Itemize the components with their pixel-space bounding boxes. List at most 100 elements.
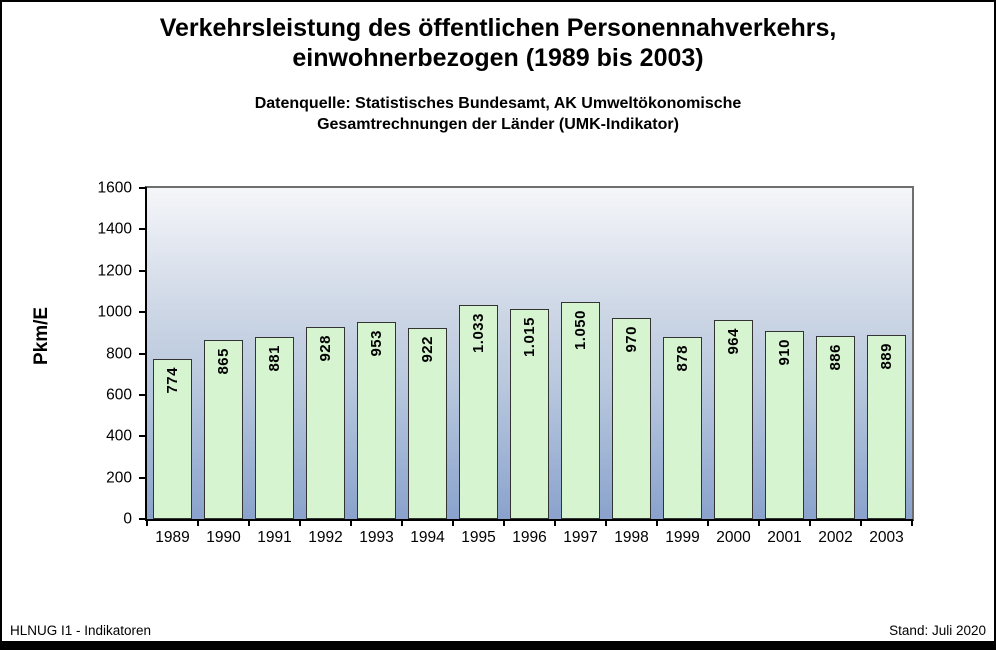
x-tick-mark	[553, 519, 556, 526]
footer-date-label: Stand: Juli 2020	[889, 623, 986, 638]
x-tick-mark	[655, 519, 658, 526]
x-tick-label: 2000	[716, 529, 751, 546]
y-tick-label: 800	[106, 345, 132, 362]
y-tick-mark	[139, 352, 147, 355]
x-tick-label: 1996	[512, 529, 547, 546]
chart-subtitle: Datenquelle: Statistisches Bundesamt, AK…	[254, 95, 742, 133]
bar-value-label: 886	[827, 343, 844, 371]
x-tick-mark	[503, 519, 505, 526]
x-tick-label: 2001	[767, 529, 802, 546]
bar-slot: 865	[198, 188, 249, 519]
x-tick-label: 1998	[614, 529, 649, 546]
bar-slot: 1.033	[453, 188, 504, 519]
y-tick-mark	[139, 476, 147, 479]
x-tick-mark	[247, 519, 250, 526]
bar-value-label: 889	[878, 343, 895, 370]
bar: 774	[153, 358, 192, 519]
x-tick-mark	[400, 519, 403, 526]
x-tick-mark	[808, 519, 811, 526]
bar-slot: 910	[759, 188, 810, 519]
plot-area: 774 865 881 928 953 922 1.033 1.015 1.050 970 878 9…	[98, 180, 914, 546]
x-tick-label: 1995	[461, 529, 496, 546]
x-tick-mark	[758, 519, 760, 526]
bar: 865	[204, 340, 243, 519]
y-tick-label: 0	[123, 510, 132, 528]
bar-slot: 878	[657, 188, 708, 519]
bar-value-label: 1.050	[572, 309, 589, 350]
bar-value-label: 1.033	[470, 313, 487, 354]
x-tick-label: 2003	[869, 529, 904, 546]
x-tick-label: 1993	[359, 529, 394, 546]
bar-value-label: 953	[368, 329, 385, 357]
y-tick-label: 200	[106, 469, 132, 487]
y-tick-label: 400	[106, 427, 132, 445]
y-tick-mark	[139, 393, 147, 396]
y-tick-label: 1200	[97, 262, 132, 280]
bar: 970	[612, 318, 651, 519]
bar-slot: 970	[606, 188, 657, 519]
bar: 1.050	[561, 301, 600, 519]
x-tick-mark	[299, 519, 301, 526]
bar-slot: 1.015	[504, 188, 555, 519]
bar-slot: 953	[351, 188, 402, 519]
bar-slot: 881	[249, 188, 300, 519]
x-tick-mark	[196, 519, 199, 526]
bar: 928	[306, 327, 345, 519]
y-tick-mark	[139, 269, 147, 272]
x-axis-labels: 1989 1990 1991 1992 1993 1994 1995 1996 1997 1998…	[147, 529, 912, 547]
bar-slot: 1.050	[555, 188, 606, 519]
bar: 1.015	[510, 309, 549, 519]
x-tick-mark	[707, 519, 709, 526]
y-tick-mark	[139, 187, 147, 189]
x-tick-label: 2002	[818, 529, 853, 546]
y-tick-mark	[139, 228, 147, 231]
x-tick-mark	[860, 519, 862, 526]
y-tick-mark	[139, 311, 147, 314]
bar: 886	[816, 335, 855, 519]
bar-value-label: 1.015	[521, 317, 538, 358]
bar-value-label: 922	[419, 336, 436, 363]
x-tick-label: 1992	[308, 529, 343, 546]
y-tick-mark	[139, 518, 147, 520]
x-tick-label: 1997	[563, 529, 598, 546]
bar: 964	[714, 319, 753, 519]
bar-slot: 964	[708, 188, 759, 519]
x-tick-mark	[605, 519, 607, 526]
y-tick-label: 600	[106, 386, 132, 404]
bar-value-label: 878	[674, 345, 691, 372]
bar-value-label: 774	[164, 366, 181, 394]
bar: 1.033	[459, 305, 498, 519]
y-tick-label: 1400	[97, 220, 132, 238]
bar: 922	[408, 328, 447, 519]
footer-source-label: HLNUG I1 - Indikatoren	[10, 623, 152, 638]
bottom-divider-bar	[2, 641, 994, 648]
bar-slot: 922	[402, 188, 453, 519]
bar: 889	[867, 335, 906, 519]
bar-series: 774 865 881 928 953 922 1.033 1.015 1.050 970 878 9…	[147, 188, 912, 519]
bar: 953	[357, 321, 396, 519]
x-tick-label: 1989	[155, 529, 190, 546]
x-tick-label: 1994	[410, 529, 445, 546]
y-tick-label: 1000	[97, 303, 132, 321]
y-tick-mark	[139, 435, 147, 438]
bar-slot: 886	[810, 188, 861, 519]
bar-value-label: 970	[623, 326, 640, 353]
x-tick-mark	[146, 519, 148, 526]
y-tick-label: 1600	[97, 179, 132, 197]
chart-title: Verkehrsleistung des öffentlichen Person…	[159, 14, 837, 72]
bar-value-label: 881	[266, 344, 283, 372]
x-tick-label: 1999	[665, 529, 700, 546]
bar-value-label: 928	[317, 335, 334, 362]
bar-value-label: 865	[215, 348, 232, 375]
bar-slot: 928	[300, 188, 351, 519]
bar: 910	[765, 330, 804, 519]
x-tick-mark	[911, 519, 913, 526]
bar: 878	[663, 337, 702, 519]
bar-value-label: 910	[776, 338, 793, 366]
bar-value-label: 964	[725, 327, 742, 355]
x-tick-label: 1991	[257, 529, 292, 546]
x-tick-label: 1990	[206, 529, 241, 546]
bar-slot: 774	[147, 188, 198, 519]
bar-slot: 889	[861, 188, 912, 519]
